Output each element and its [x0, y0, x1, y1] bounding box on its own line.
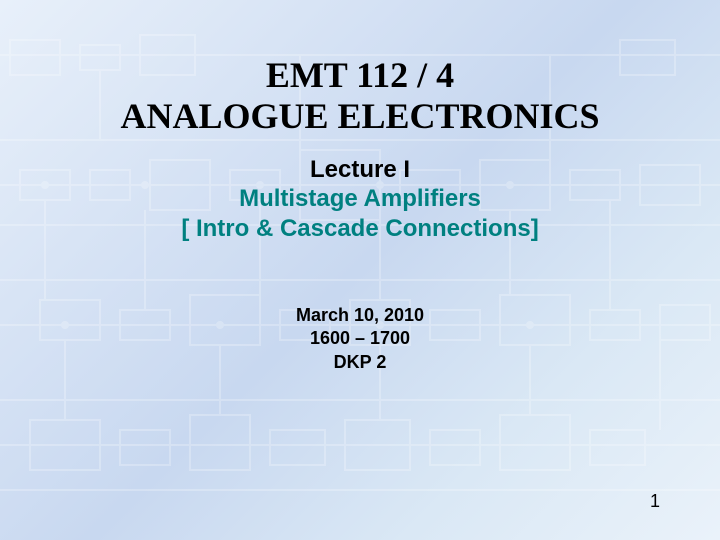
topic-main: Multistage Amplifiers — [239, 184, 481, 214]
topic-sub: [ Intro & Cascade Connections] — [181, 214, 538, 244]
session-info: March 10, 2010 1600 – 1700 DKP 2 — [296, 304, 424, 374]
lecture-date: March 10, 2010 — [296, 304, 424, 327]
lecture-number: Lecture I — [310, 156, 410, 184]
lecture-location: DKP 2 — [296, 351, 424, 374]
course-name: ANALOGUE ELECTRONICS — [120, 96, 599, 137]
course-code: EMT 112 / 4 — [266, 55, 454, 96]
slide-content: EMT 112 / 4 ANALOGUE ELECTRONICS Lecture… — [0, 0, 720, 540]
lecture-time: 1600 – 1700 — [296, 327, 424, 350]
